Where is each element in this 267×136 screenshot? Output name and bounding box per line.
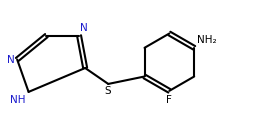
Text: S: S [104, 86, 111, 96]
Text: NH: NH [10, 95, 26, 105]
Text: N: N [7, 55, 15, 64]
Text: F: F [166, 95, 172, 105]
Text: N: N [80, 23, 88, 33]
Text: NH₂: NH₂ [197, 35, 217, 45]
